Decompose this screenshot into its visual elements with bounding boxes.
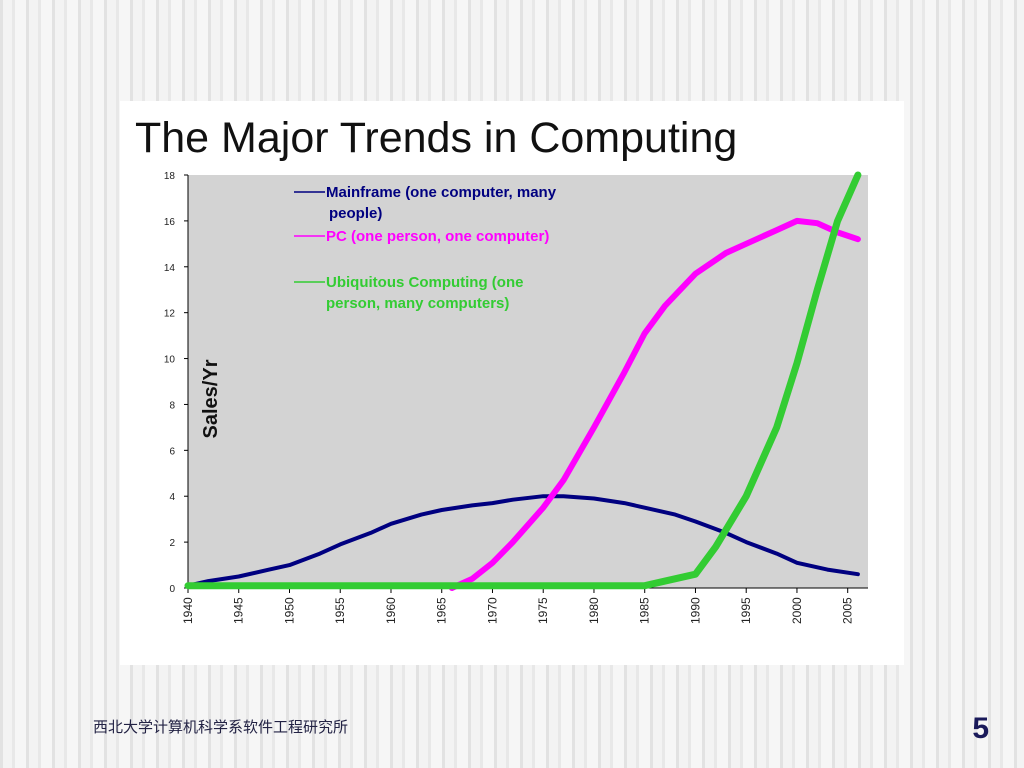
legend: Mainframe (one computer, many people) PC (… (294, 184, 557, 312)
x-tick-label: 1940 (181, 597, 195, 624)
x-axis: 1940 1945 1950 1955 1960 1965 1970 1975 1980 1985… (181, 587, 868, 624)
x-tick-label: 1985 (638, 597, 652, 624)
x-tick-label: 1970 (485, 597, 499, 624)
series-line-1 (186, 494, 860, 588)
x-tick-label: 1975 (536, 597, 550, 624)
legend-label: people) (329, 205, 382, 222)
series-line-2 (448, 217, 861, 591)
y-tick-label: 14 (164, 263, 176, 274)
y-tick-label: 10 (164, 355, 176, 366)
chart-panel: The Major Trends in Computing 0 2 4 6 8 10 12 1… (120, 101, 904, 665)
x-tick-label: 1990 (688, 597, 702, 624)
legend-label: Mainframe (one computer, many (326, 184, 557, 201)
y-tick-label: 0 (169, 584, 175, 595)
y-tick-label: 16 (164, 217, 176, 228)
plot-area (188, 175, 868, 588)
x-tick-label: 1980 (587, 597, 601, 624)
y-tick-label: 4 (169, 492, 175, 503)
page-number: 5 (972, 712, 989, 745)
y-tick-label: 2 (169, 538, 175, 549)
x-tick-label: 1950 (282, 597, 296, 624)
x-tick-label: 1960 (384, 597, 398, 624)
x-tick-label: 2005 (841, 597, 855, 624)
x-tick-label: 2000 (790, 597, 804, 624)
y-axis-label: Sales/Yr (200, 359, 222, 438)
legend-label: Ubiquitous Computing (one (326, 274, 523, 291)
legend-label: person, many computers) (326, 295, 509, 312)
y-tick-label: 18 (164, 171, 176, 182)
chart-svg: The Major Trends in Computing 0 2 4 6 8 10 12 1… (135, 114, 868, 624)
footer-organization: 西北大学计算机科学系软件工程研究所 (93, 718, 349, 736)
chart-title: The Major Trends in Computing (135, 114, 737, 162)
x-tick-label: 1945 (232, 597, 246, 624)
y-tick-label: 12 (164, 309, 176, 320)
series-lines (184, 171, 862, 591)
y-tick-label: 8 (169, 400, 175, 411)
legend-label: PC (one person, one computer) (326, 228, 549, 245)
x-tick-label: 1965 (435, 597, 449, 624)
x-tick-label: 1995 (739, 597, 753, 624)
y-tick-label: 6 (169, 446, 175, 457)
x-tick-label: 1955 (333, 597, 347, 624)
series-line-3 (184, 171, 862, 590)
y-axis: 0 2 4 6 8 10 12 14 16 18 (164, 171, 189, 595)
